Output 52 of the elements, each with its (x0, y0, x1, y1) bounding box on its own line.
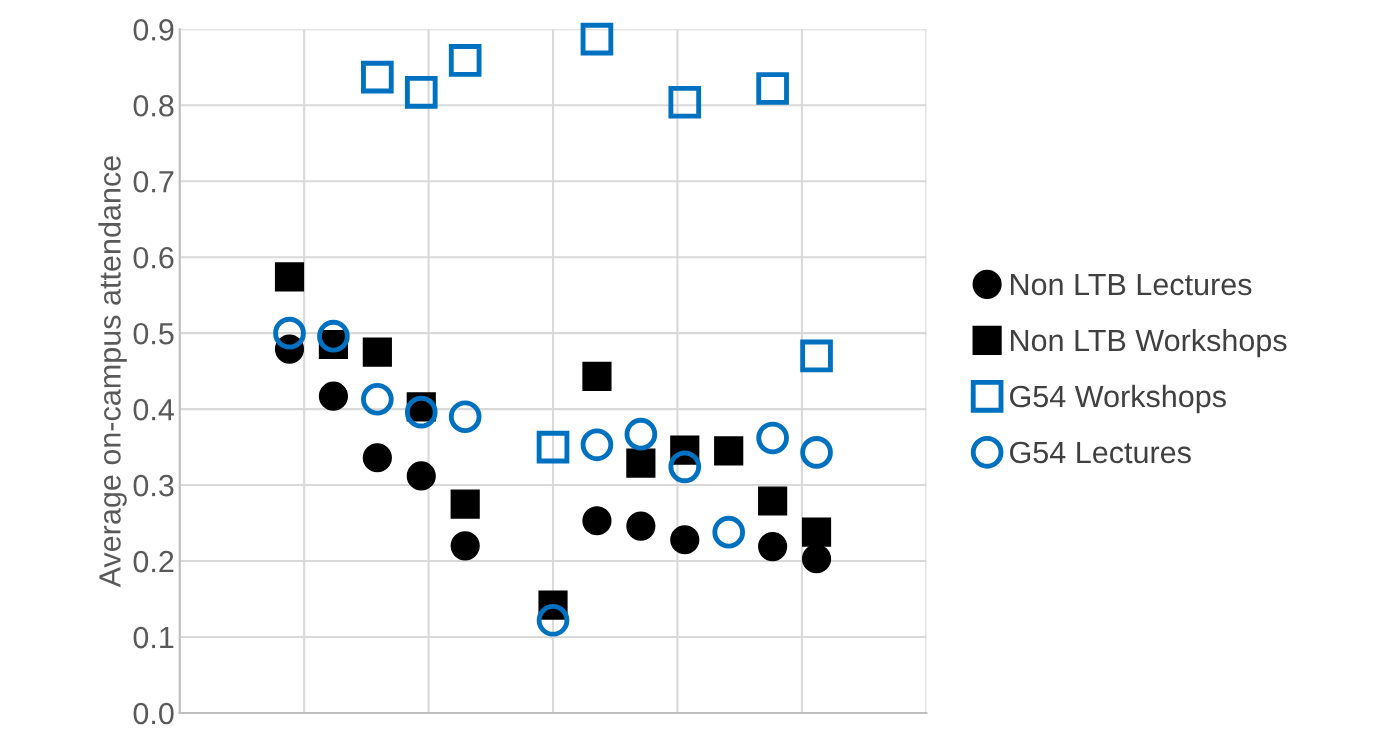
y-tick-label: 0.7 (133, 170, 174, 193)
y-tick-label: 0.6 (133, 246, 174, 269)
y-tick-label: 0.1 (133, 626, 174, 649)
point (273, 316, 306, 350)
y-tick-label: 0.4 (133, 398, 174, 421)
point (668, 85, 702, 119)
point (670, 525, 700, 555)
point (448, 44, 482, 77)
y-axis-title: Average on-campus attendance (98, 156, 127, 588)
point (582, 361, 612, 392)
point (361, 60, 394, 94)
point (624, 417, 658, 451)
point (404, 76, 438, 109)
y-tick-label: 0.2 (133, 550, 174, 573)
point (668, 450, 702, 484)
point (362, 443, 392, 473)
y-tick-label: 0.8 (133, 94, 174, 117)
point (714, 436, 744, 466)
point (536, 430, 570, 464)
point (406, 461, 436, 491)
y-tick-label: 0.5 (133, 322, 174, 345)
point (801, 544, 832, 574)
y-tick-label: 0.3 (133, 474, 174, 497)
point (626, 448, 656, 478)
point (361, 382, 394, 416)
point (800, 436, 833, 469)
point (580, 428, 614, 462)
point (801, 517, 832, 547)
point (536, 603, 570, 637)
point (450, 489, 480, 519)
y-tick-label: 0.0 (133, 702, 174, 725)
legend-label: G54 Lectures (1010, 441, 1191, 464)
point (362, 337, 392, 367)
legend-label: Non LTB Lectures (1011, 274, 1252, 296)
point (404, 395, 438, 429)
point (450, 531, 480, 561)
point (712, 515, 746, 549)
point (580, 22, 614, 56)
point (758, 532, 788, 562)
point (318, 381, 349, 411)
legend-label: Non LTB Workshops (1011, 328, 1287, 358)
legend-label: G54 Workshops (1010, 384, 1226, 414)
point (448, 400, 482, 434)
point (756, 421, 789, 455)
point (800, 339, 833, 373)
point (758, 486, 788, 516)
point (317, 319, 350, 353)
point (274, 262, 305, 292)
point (756, 72, 789, 105)
point (582, 506, 612, 536)
point (626, 511, 656, 541)
y-tick-label: 0.9 (133, 19, 174, 41)
